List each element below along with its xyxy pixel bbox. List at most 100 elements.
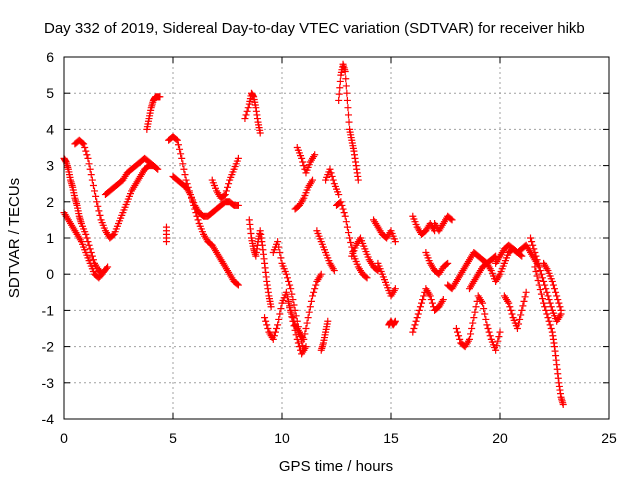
series-seg34	[500, 288, 530, 332]
data-point	[82, 230, 90, 238]
data-point	[263, 321, 271, 329]
data-point	[455, 332, 463, 340]
data-point	[244, 104, 252, 112]
data-point	[287, 308, 295, 316]
data-point	[448, 216, 456, 224]
data-point	[269, 335, 277, 343]
data-point	[285, 299, 293, 307]
data-point	[89, 256, 97, 264]
data-point	[290, 301, 298, 309]
data-point	[552, 288, 560, 296]
data-point	[109, 231, 117, 239]
data-point	[537, 270, 545, 278]
data-point	[162, 223, 170, 231]
data-point	[274, 321, 282, 329]
data-point	[95, 207, 103, 215]
data-point	[493, 342, 501, 350]
data-point	[79, 139, 87, 147]
data-point	[539, 274, 547, 282]
data-point	[413, 314, 421, 322]
series-seg23	[370, 216, 399, 246]
data-point	[410, 325, 418, 332]
data-point	[288, 313, 296, 321]
data-point	[418, 299, 426, 307]
data-point	[447, 215, 455, 223]
data-point	[84, 154, 92, 162]
data-point	[285, 277, 293, 285]
data-point	[80, 140, 88, 148]
series-seg30	[444, 248, 500, 293]
data-point	[96, 211, 104, 219]
data-point	[194, 216, 202, 224]
data-point	[277, 254, 285, 262]
data-point	[540, 277, 548, 285]
series-seg28	[422, 248, 452, 278]
x-tick-label: 5	[169, 430, 177, 446]
data-point	[86, 245, 94, 253]
series-seg15	[293, 144, 319, 177]
data-point	[469, 319, 477, 327]
data-point	[545, 296, 553, 304]
data-point	[537, 290, 545, 298]
data-point	[193, 212, 201, 220]
series-seg5	[143, 93, 164, 133]
data-point	[177, 150, 185, 158]
series-seg18	[313, 227, 338, 275]
data-point	[85, 241, 93, 249]
data-point	[311, 285, 319, 293]
data-point	[85, 160, 93, 168]
data-point	[309, 292, 317, 300]
data-point	[347, 239, 355, 247]
data-point	[517, 311, 525, 319]
data-point	[415, 306, 423, 314]
data-point	[294, 339, 302, 347]
data-point	[539, 295, 547, 303]
data-point	[192, 209, 200, 217]
data-point	[340, 209, 348, 217]
chart-title: Day 332 of 2019, Sidereal Day-to-day VTE…	[44, 20, 585, 37]
data-point	[292, 312, 300, 320]
data-point	[291, 326, 299, 334]
data-point	[536, 286, 544, 294]
data-point	[532, 267, 540, 275]
data-point	[540, 299, 548, 307]
data-point	[282, 270, 290, 278]
data-point	[328, 172, 336, 180]
data-point	[348, 243, 356, 251]
data-point	[87, 171, 95, 179]
data-point	[286, 281, 294, 289]
data-point	[299, 158, 307, 166]
data-point	[520, 297, 528, 305]
series-seg2	[60, 209, 112, 282]
data-point	[548, 277, 556, 285]
data-point	[480, 305, 488, 313]
data-point	[428, 299, 436, 307]
data-points	[60, 60, 567, 409]
data-point	[515, 320, 523, 328]
y-axis-label: SDTVAR / TECUs	[6, 178, 23, 298]
series-seg16	[291, 176, 317, 213]
data-point	[335, 90, 343, 98]
data-point	[172, 135, 180, 143]
data-point	[234, 281, 242, 289]
data-point	[444, 259, 452, 267]
data-point	[343, 96, 351, 104]
y-tick-label: 1	[46, 230, 54, 246]
data-point	[346, 234, 354, 242]
data-point	[391, 285, 399, 293]
data-point	[104, 263, 112, 271]
y-tick-label: 5	[46, 85, 54, 101]
data-point	[521, 293, 529, 301]
x-tick-label: 15	[383, 430, 399, 446]
data-point	[344, 229, 352, 237]
data-point	[551, 285, 558, 293]
data-point	[342, 75, 350, 83]
series-seg14	[285, 299, 310, 358]
x-tick-labels: 0 5 10 15 20 25	[60, 430, 617, 446]
data-point	[468, 325, 476, 332]
series-seg6	[162, 223, 170, 246]
data-point	[294, 323, 302, 331]
data-point	[149, 162, 157, 170]
data-point	[342, 82, 350, 90]
